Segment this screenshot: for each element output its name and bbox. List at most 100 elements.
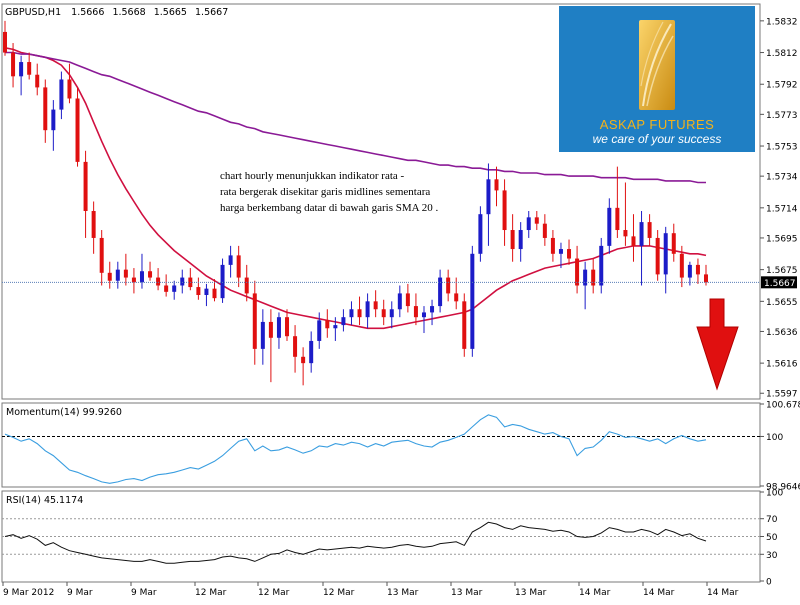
time-tick-label: 14 Mar: [579, 588, 611, 598]
candle-body: [59, 79, 64, 110]
candle-body: [446, 277, 451, 294]
candle-body: [518, 230, 523, 250]
candle-body: [75, 98, 80, 162]
candle-body: [252, 293, 257, 349]
annotation-line-1: chart hourly menunjukkan indikator rata …: [220, 170, 405, 182]
price-tick-label: 1.5616: [766, 360, 798, 370]
price-tick-label: 1.5832: [766, 17, 798, 27]
down-arrow-shape: [696, 298, 739, 391]
time-tick-label: 12 Mar: [258, 588, 290, 598]
candle-body: [534, 217, 539, 224]
candle-body: [591, 269, 596, 286]
candle-body: [405, 293, 410, 307]
candle-body: [99, 237, 104, 273]
candle-body: [558, 249, 563, 254]
candle-body: [349, 309, 354, 318]
candle-body: [671, 233, 676, 254]
rsi-line: [4, 521, 707, 564]
rsi-title: RSI(14) 45.1174: [6, 495, 83, 506]
time-tick-label: 13 Mar: [451, 588, 483, 598]
down-arrow-icon: [696, 298, 739, 391]
price-tick-label: 1.5753: [766, 143, 798, 153]
candle-body: [333, 325, 338, 329]
candle-body: [575, 258, 580, 286]
momentum-title: Momentum(14) 99.9260: [6, 407, 122, 418]
price-tick-label: 1.5714: [766, 204, 798, 214]
candle-body: [494, 179, 499, 191]
broker-logo: ASKAP FUTURES we care of your success: [559, 6, 755, 152]
time-tick-label: 14 Mar: [707, 588, 739, 598]
candle-body: [695, 264, 700, 275]
candle-body: [607, 207, 612, 246]
candle-body: [655, 237, 660, 275]
annotation-line-3: harga berkembang datar di bawah garis SM…: [220, 202, 439, 214]
high-value: 1.5668: [112, 7, 145, 18]
time-tick-label: 9 Mar: [67, 588, 93, 598]
candle-body: [647, 222, 652, 238]
candle-body: [91, 211, 96, 238]
candle-body: [470, 253, 475, 349]
candle-body: [51, 109, 56, 131]
candle-body: [615, 207, 620, 231]
candle-body: [83, 161, 88, 212]
candle-body: [115, 269, 120, 281]
candle-body: [204, 288, 209, 295]
candle-body: [510, 230, 515, 250]
candle-body: [438, 277, 443, 307]
price-tick-label: 1.5695: [766, 234, 798, 244]
price-tick-label: 1.5773: [766, 111, 798, 121]
momentum-tick-label: 98.9646: [766, 483, 800, 493]
candle-body: [526, 217, 531, 231]
low-value: 1.5665: [154, 7, 187, 18]
price-tick-label: 1.5636: [766, 328, 798, 338]
momentum-line: [4, 414, 707, 484]
candle-body: [486, 179, 491, 215]
price-tick-label: 1.5597: [766, 390, 798, 400]
candle-body: [341, 317, 346, 326]
candle-body: [11, 52, 16, 77]
price-tick-label: 1.5812: [766, 49, 798, 59]
open-value: 1.5666: [71, 7, 104, 18]
rsi-panel-frame: [1, 490, 761, 583]
chart-annotation: chart hourly menunjukkan indikator rata …: [220, 168, 460, 216]
candle-body: [67, 79, 72, 99]
candle-body: [309, 340, 314, 364]
candle-body: [172, 285, 177, 292]
candle-body: [43, 87, 48, 131]
candle-body: [236, 255, 241, 278]
time-tick-label: 14 Mar: [643, 588, 675, 598]
momentum-tick-label: 100.6783: [766, 401, 800, 411]
candle-body: [123, 269, 128, 278]
candle-body: [542, 223, 547, 238]
candle-body: [164, 285, 169, 292]
candle-body: [220, 264, 225, 299]
candle-body: [639, 222, 644, 246]
candle-body: [228, 255, 233, 265]
candle-body: [107, 272, 112, 281]
candle-body: [148, 271, 153, 278]
candle-body: [156, 277, 161, 286]
price-tick-label: 1.5734: [766, 173, 798, 183]
rsi-tick-label: 0: [766, 578, 772, 588]
candle-body: [567, 249, 572, 259]
candle-body: [583, 269, 588, 286]
candle-body: [381, 309, 386, 318]
rsi-panel: RSI(14) 45.1174 100 70 50 30 0: [2, 489, 783, 588]
time-tick-label: 12 Mar: [195, 588, 227, 598]
candle-body: [430, 306, 435, 313]
time-tick-label: 9 Mar: [131, 588, 157, 598]
candle-body: [212, 288, 217, 299]
close-value: 1.5667: [195, 7, 228, 18]
annotation-line-2: rata bergerak disekitar garis midlines s…: [220, 186, 431, 198]
price-tick-label: 1.5675: [766, 266, 798, 276]
momentum-panel: Momentum(14) 99.9260 100.6783 100 98.9646: [2, 401, 800, 493]
rsi-tick-label: 100: [766, 489, 783, 499]
candle-body: [373, 301, 378, 310]
candle-body: [365, 301, 370, 318]
candle-body: [462, 301, 467, 349]
candle-body: [268, 321, 273, 338]
candle-body: [599, 245, 604, 286]
candle-body: [27, 62, 32, 75]
candle-body: [276, 317, 281, 338]
